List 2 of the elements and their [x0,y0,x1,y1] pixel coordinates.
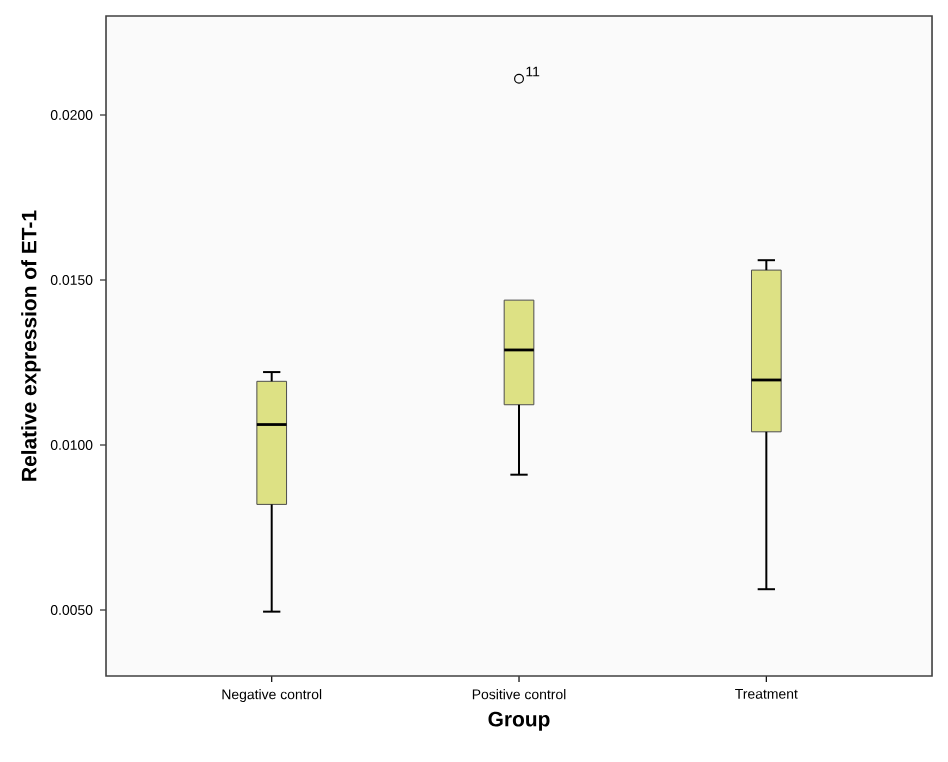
y-axis-title: Relative expression of ET-1 [21,210,41,481]
x-axis-title: Group [488,711,550,731]
